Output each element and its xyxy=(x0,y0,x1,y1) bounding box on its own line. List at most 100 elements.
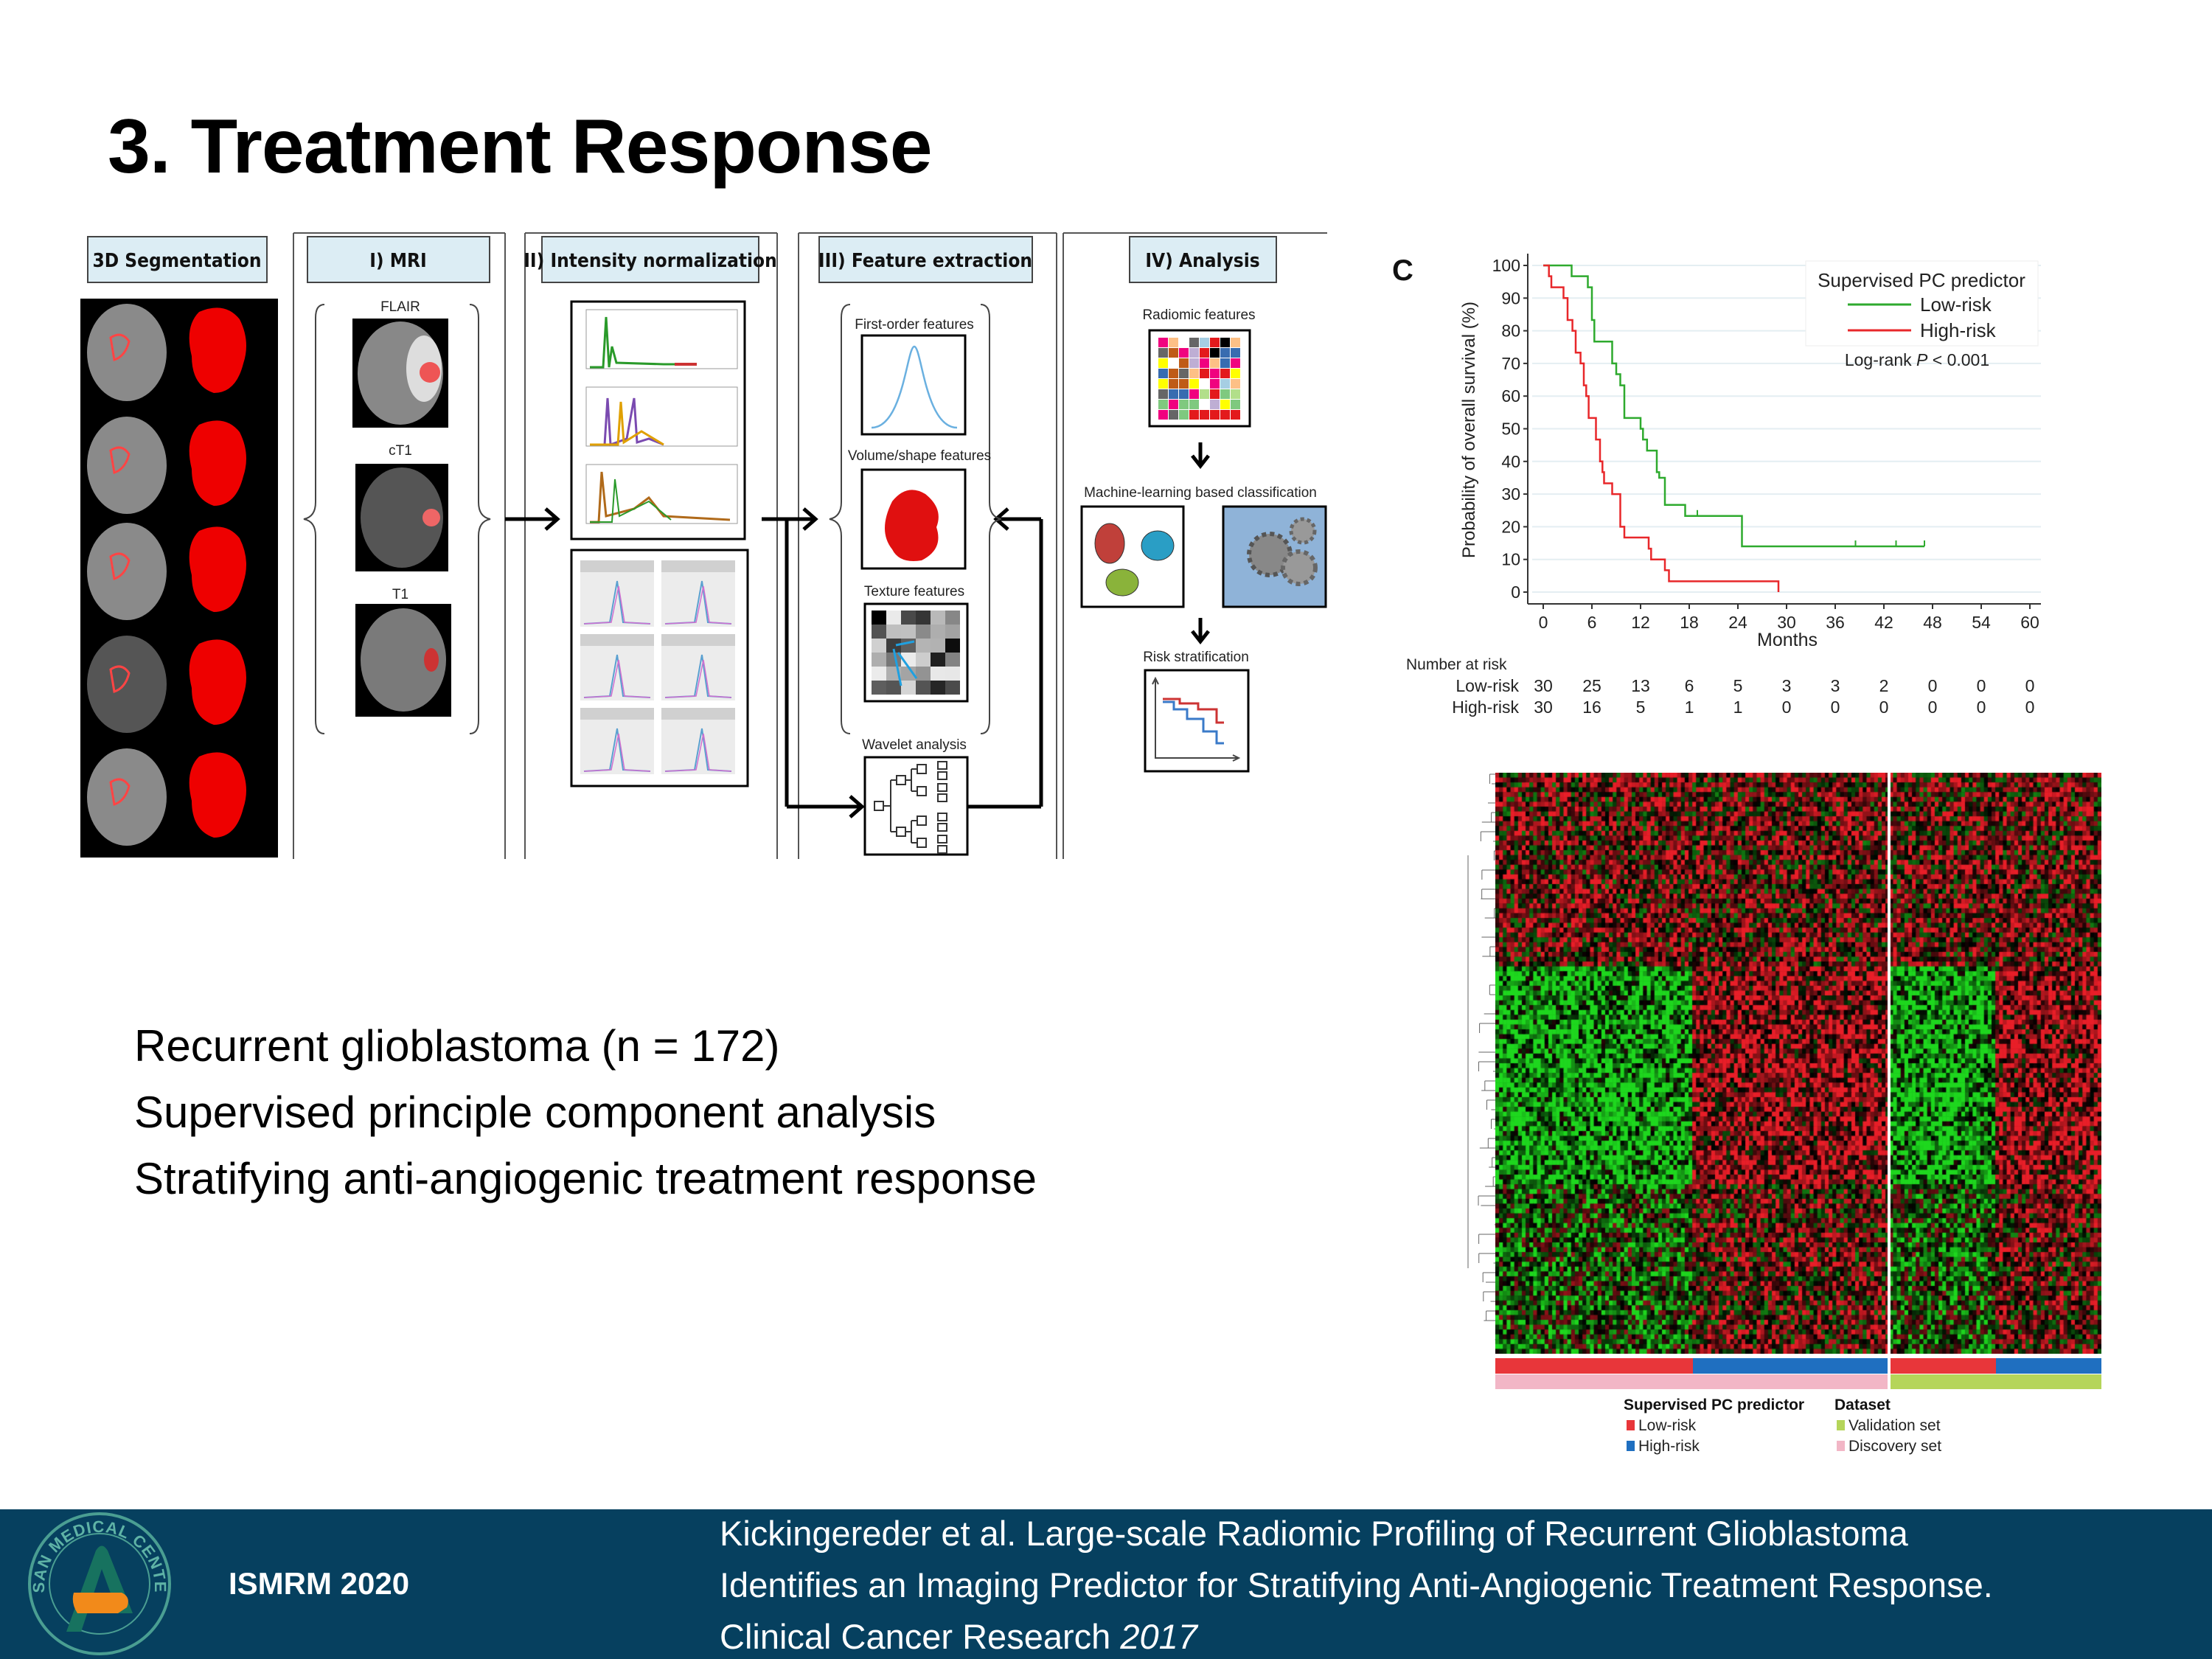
legend-label-low-risk: Low-risk xyxy=(1920,293,1992,316)
number-at-risk-value: 30 xyxy=(1534,698,1553,717)
feature-cell xyxy=(1220,379,1230,389)
texture-cell xyxy=(872,681,886,695)
histogram-curve xyxy=(583,585,651,625)
feature-cell xyxy=(1231,410,1240,420)
x-axis-label: Months xyxy=(1757,630,1818,650)
tumor-outline xyxy=(109,665,131,693)
number-at-risk-title: Number at risk xyxy=(1406,656,1507,673)
y-tick-label: 40 xyxy=(1501,452,1520,471)
tumor-outline xyxy=(109,552,131,580)
feature-cell xyxy=(1231,389,1240,399)
legend-validation-set: Validation set xyxy=(1848,1417,1941,1434)
feature-cell xyxy=(1210,338,1220,347)
histogram-curve xyxy=(664,659,732,698)
feature-cell xyxy=(1200,338,1209,347)
legend-high-risk: High-risk xyxy=(1638,1438,1700,1455)
panel-dividers xyxy=(293,232,1327,859)
brain-slice xyxy=(87,523,167,620)
y-tick-label: 60 xyxy=(1501,386,1520,406)
feature-cell xyxy=(1189,348,1199,358)
bullet-method: Supervised principle component analysis xyxy=(134,1088,936,1137)
heatmap-legend: Supervised PC predictor Low-risk High-ri… xyxy=(1624,1397,1941,1455)
expression-heatmap xyxy=(1495,773,2101,1354)
number-at-risk-value: 13 xyxy=(1631,676,1650,695)
feature-cell xyxy=(1169,369,1178,378)
texture-cell xyxy=(901,611,916,625)
tumor-outline xyxy=(109,446,131,474)
annotation-high-risk-validation xyxy=(1996,1358,2101,1374)
number-at-risk-value: 1 xyxy=(1733,698,1743,717)
survival-curve-low-risk xyxy=(1543,264,1924,548)
texture-cell xyxy=(916,625,931,639)
feature-cell xyxy=(1231,358,1240,368)
x-tick-label: 48 xyxy=(1923,613,1942,632)
y-tick-label: 90 xyxy=(1501,288,1520,307)
asan-medical-center-logo: ASAN MEDICAL CENTER xyxy=(22,1510,171,1655)
header-mri: I) MRI xyxy=(369,250,427,272)
y-tick-label: 10 xyxy=(1501,550,1520,569)
tumor-outline xyxy=(109,333,131,361)
label-radiomic-features: Radiomic features xyxy=(1142,307,1255,323)
risk-row-label-low: Low-risk xyxy=(1455,676,1519,695)
risk-row-label-high: High-risk xyxy=(1452,698,1519,717)
x-tick-label: 54 xyxy=(1972,613,1991,632)
header-feature-extraction: III) Feature extraction xyxy=(818,250,1032,272)
x-tick-label: 24 xyxy=(1728,613,1747,632)
left-brace xyxy=(303,304,325,734)
feature-cell xyxy=(1169,338,1178,347)
histogram-panel-header xyxy=(661,560,735,572)
feature-cell xyxy=(1179,338,1189,347)
brain-slice xyxy=(87,636,167,733)
label-first-order: First-order features xyxy=(855,317,974,333)
brain-slice xyxy=(87,748,167,846)
feature-cell xyxy=(1179,389,1189,399)
histogram-curve xyxy=(664,733,732,772)
citation-line-2: Identifies an Imaging Predictor for Stra… xyxy=(720,1565,1993,1604)
legend-swatch-validation xyxy=(1837,1420,1845,1430)
bullet-aim: Stratifying anti-angiogenic treatment re… xyxy=(134,1154,1037,1203)
x-tick-label: 42 xyxy=(1874,613,1893,632)
texture-cell xyxy=(886,611,901,625)
annotation-low-risk-validation xyxy=(1891,1358,1996,1374)
legend-discovery-set: Discovery set xyxy=(1848,1438,1941,1455)
feature-cell xyxy=(1210,400,1220,409)
texture-cell xyxy=(945,639,960,653)
number-at-risk-value: 1 xyxy=(1685,698,1694,717)
number-at-risk-value: 0 xyxy=(1928,676,1938,695)
number-at-risk-value: 3 xyxy=(1831,676,1840,695)
feature-cell xyxy=(1189,358,1199,368)
legend-swatch-low-risk xyxy=(1627,1420,1635,1430)
feature-cell xyxy=(1220,338,1230,347)
number-at-risk-value: 0 xyxy=(2025,698,2035,717)
feature-cell xyxy=(1179,348,1189,358)
feature-cell xyxy=(1220,400,1230,409)
tumor-3d-render xyxy=(189,639,246,725)
legend-swatch-high-risk xyxy=(1627,1441,1635,1451)
feature-extraction: First-order features Volume/shape featur… xyxy=(829,304,1002,856)
flow-arrows xyxy=(505,442,1210,818)
normalization-histograms xyxy=(570,300,749,787)
wavelet-tree-icon xyxy=(874,761,947,854)
y-axis-label: Probability of overall survival (%) xyxy=(1459,302,1479,558)
feature-cell xyxy=(1210,389,1220,399)
panel-headers: 3D Segmentation I) MRI II) Intensity nor… xyxy=(87,236,1277,283)
feature-cell xyxy=(1169,400,1178,409)
texture-vectors xyxy=(892,640,918,686)
bullet-cohort: Recurrent glioblastoma (n = 172) xyxy=(134,1021,780,1071)
texture-cell xyxy=(872,625,886,639)
label-flair: FLAIR xyxy=(380,299,420,315)
label-texture: Texture features xyxy=(864,584,964,599)
segmentation-rows xyxy=(87,304,246,846)
feature-cell xyxy=(1158,400,1168,409)
brain-slice xyxy=(87,304,167,401)
feature-cell xyxy=(1179,410,1189,420)
feature-cell xyxy=(1231,379,1240,389)
texture-cell xyxy=(945,667,960,681)
texture-cell xyxy=(945,653,960,667)
feature-cell xyxy=(1200,379,1209,389)
texture-cell xyxy=(886,681,901,695)
texture-cell xyxy=(916,639,931,653)
feature-cell xyxy=(1200,358,1209,368)
label-wavelet: Wavelet analysis xyxy=(862,737,967,753)
